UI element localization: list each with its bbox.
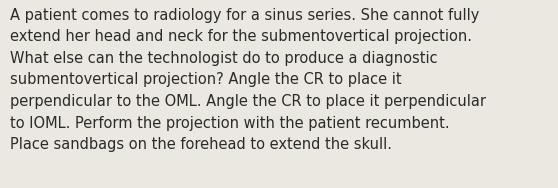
Text: A patient comes to radiology for a sinus series. She cannot fully
extend her hea: A patient comes to radiology for a sinus… bbox=[10, 8, 486, 152]
